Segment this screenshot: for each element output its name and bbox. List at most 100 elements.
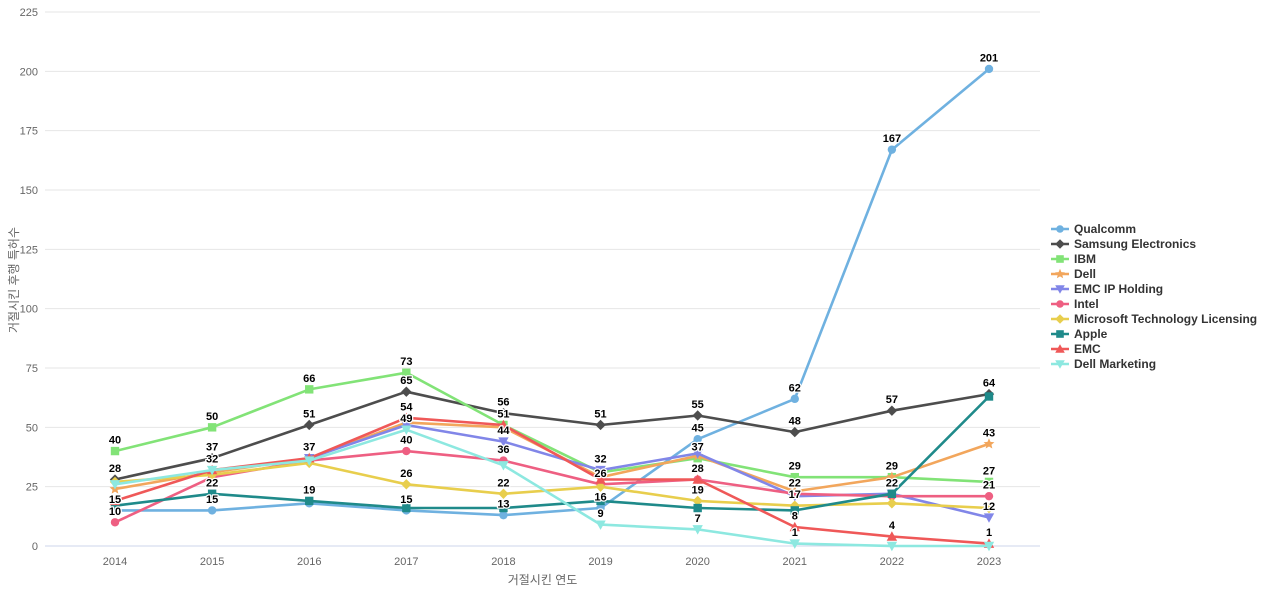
- marker-apple-2016[interactable]: [305, 496, 314, 506]
- marker-intel-2014[interactable]: [110, 518, 120, 527]
- marker-apple-2015[interactable]: [207, 489, 217, 498]
- marker-microsoft-technology-licensing-2022[interactable]: [886, 498, 898, 509]
- marker-microsoft-technology-licensing-2021[interactable]: [789, 500, 800, 511]
- marker-dell-marketing-2018[interactable]: [498, 461, 509, 471]
- marker-samsung-electronics-2016[interactable]: [304, 419, 315, 431]
- marker-dell-marketing-2023[interactable]: [983, 541, 995, 552]
- marker-apple-2023[interactable]: [984, 392, 994, 401]
- marker-ibm-2014[interactable]: [110, 446, 120, 456]
- marker-samsung-electronics-2021[interactable]: [789, 426, 800, 438]
- marker-emc-ip-holding-2018[interactable]: [498, 437, 509, 447]
- marker-dell-marketing-2021[interactable]: [789, 539, 800, 549]
- marker-ibm-2016[interactable]: [305, 385, 314, 394]
- series-dell-marketing: [109, 425, 995, 552]
- marker-microsoft-technology-licensing-2017[interactable]: [401, 479, 412, 490]
- legend-item-qualcomm[interactable]: Qualcomm: [1051, 223, 1257, 235]
- marker-emc-2018[interactable]: [498, 419, 509, 430]
- legend-item-dell[interactable]: Dell: [1051, 268, 1257, 280]
- legend-symbol-square-icon: [1051, 330, 1069, 338]
- series-line-emc: [113, 416, 991, 545]
- x-tick-label: 2016: [297, 556, 321, 568]
- marker-intel-2021[interactable]: [790, 489, 799, 498]
- marker-apple-2019[interactable]: [596, 496, 605, 506]
- marker-apple-2021[interactable]: [790, 506, 799, 515]
- marker-dell-marketing-2016[interactable]: [304, 456, 315, 466]
- marker-emc-ip-holding-2023[interactable]: [983, 513, 995, 523]
- marker-microsoft-technology-licensing-2020[interactable]: [692, 495, 703, 507]
- marker-dell-marketing-2022[interactable]: [886, 541, 898, 552]
- point-label-qualcomm-2017: 15: [400, 494, 412, 506]
- marker-apple-2022[interactable]: [887, 489, 897, 498]
- marker-apple-2017[interactable]: [402, 503, 411, 513]
- marker-dell-marketing-2020[interactable]: [692, 525, 703, 535]
- marker-samsung-electronics-2020[interactable]: [692, 410, 703, 421]
- marker-dell-2022[interactable]: [886, 471, 898, 482]
- marker-microsoft-technology-licensing-2019[interactable]: [595, 481, 606, 492]
- marker-qualcomm-2022[interactable]: [887, 145, 897, 154]
- marker-dell-2023[interactable]: [983, 438, 995, 449]
- marker-microsoft-technology-licensing-2018[interactable]: [498, 488, 509, 499]
- marker-ibm-2015[interactable]: [207, 423, 217, 432]
- legend-item-microsoft-technology-licensing[interactable]: Microsoft Technology Licensing: [1051, 313, 1257, 325]
- marker-emc-2017[interactable]: [401, 412, 412, 423]
- marker-apple-2020[interactable]: [693, 503, 702, 513]
- marker-emc-2020[interactable]: [692, 474, 703, 484]
- legend-label-dell-marketing: Dell Marketing: [1074, 357, 1157, 371]
- legend-label-emc: EMC: [1074, 342, 1101, 356]
- marker-emc-ip-holding-2020[interactable]: [692, 449, 703, 459]
- marker-emc-2019[interactable]: [595, 474, 606, 484]
- legend-item-emc-ip-holding[interactable]: EMC IP Holding: [1051, 283, 1257, 295]
- marker-emc-2014[interactable]: [109, 495, 121, 506]
- marker-dell-marketing-2014[interactable]: [109, 480, 121, 490]
- point-label-qualcomm-2019: 16: [594, 492, 606, 504]
- legend-label-dell: Dell: [1074, 267, 1097, 281]
- marker-qualcomm-2021[interactable]: [790, 394, 799, 404]
- point-label-dell-2016: 37: [303, 442, 315, 454]
- y-tick-label: 75: [26, 363, 38, 375]
- legend-label-emc-ip-holding: EMC IP Holding: [1074, 282, 1164, 296]
- y-tick-label: 200: [20, 66, 38, 78]
- legend-item-samsung-electronics[interactable]: Samsung Electronics: [1051, 238, 1257, 250]
- x-tick-label: 2015: [200, 556, 224, 568]
- marker-dell-marketing-2017[interactable]: [401, 425, 412, 435]
- legend-item-intel[interactable]: Intel: [1051, 298, 1257, 310]
- marker-qualcomm-2018[interactable]: [499, 510, 508, 520]
- x-tick-label: 2023: [977, 556, 1001, 568]
- point-label-dell-marketing-2017: 49: [400, 413, 412, 425]
- legend-item-emc[interactable]: EMC: [1051, 343, 1257, 355]
- marker-emc-ip-holding-2017[interactable]: [401, 420, 412, 431]
- marker-intel-2017[interactable]: [402, 446, 411, 456]
- marker-samsung-electronics-2017[interactable]: [401, 386, 412, 397]
- point-label-intel-2023: 21: [983, 480, 995, 492]
- legend-item-apple[interactable]: Apple: [1051, 328, 1257, 340]
- marker-samsung-electronics-2022[interactable]: [886, 405, 898, 416]
- marker-samsung-electronics-2015[interactable]: [206, 452, 218, 464]
- marker-microsoft-technology-licensing-2023[interactable]: [983, 502, 995, 514]
- marker-qualcomm-2020[interactable]: [693, 435, 702, 444]
- marker-emc-2022[interactable]: [886, 531, 898, 541]
- marker-dell-marketing-2019[interactable]: [595, 520, 606, 530]
- marker-apple-2018[interactable]: [499, 503, 508, 513]
- marker-dell-marketing-2015[interactable]: [206, 465, 218, 476]
- marker-samsung-electronics-2019[interactable]: [595, 419, 606, 431]
- point-label-ibm-2018: 51: [497, 408, 509, 420]
- marker-qualcomm-2023[interactable]: [984, 64, 994, 74]
- marker-ibm-2023[interactable]: [984, 477, 994, 487]
- marker-emc-2021[interactable]: [789, 521, 800, 532]
- legend-label-qualcomm: Qualcomm: [1074, 222, 1137, 236]
- marker-qualcomm-2015[interactable]: [207, 506, 217, 515]
- marker-intel-2023[interactable]: [984, 491, 994, 501]
- legend-item-dell-marketing[interactable]: Dell Marketing: [1051, 358, 1257, 370]
- marker-emc-ip-holding-2019[interactable]: [595, 465, 606, 476]
- point-label-emc-2022: 4: [889, 520, 896, 532]
- legend-symbol-triangle-up-icon: [1051, 344, 1069, 353]
- marker-qualcomm-2019[interactable]: [596, 503, 605, 513]
- marker-ibm-2021[interactable]: [790, 472, 799, 482]
- series-emc: [109, 412, 995, 548]
- legend-item-ibm[interactable]: IBM: [1051, 253, 1257, 265]
- point-label-ibm-2016: 66: [303, 373, 315, 385]
- x-tick-label: 2018: [491, 556, 515, 568]
- marker-ibm-2017[interactable]: [402, 368, 411, 377]
- marker-samsung-electronics-2018[interactable]: [498, 407, 509, 419]
- point-label-ibm-2015: 50: [206, 411, 218, 423]
